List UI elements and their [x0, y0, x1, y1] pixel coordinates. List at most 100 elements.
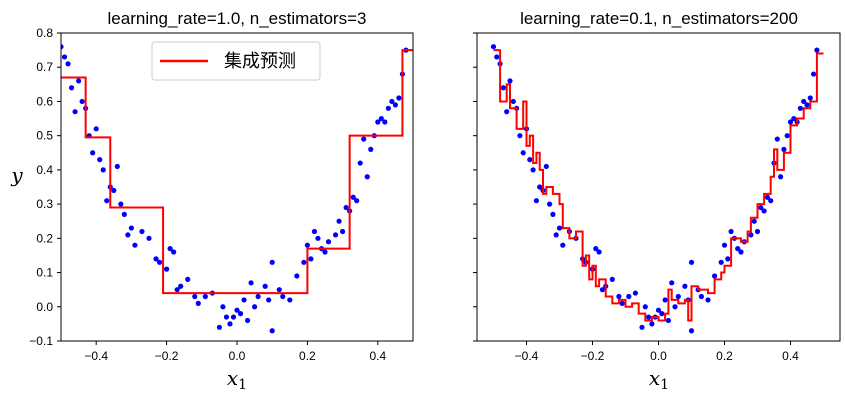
y-tick-label: 0.8 [36, 26, 53, 40]
data-point [619, 300, 625, 306]
data-point [712, 273, 718, 279]
data-point [340, 228, 346, 235]
data-point [669, 280, 675, 286]
data-point [500, 85, 506, 91]
data-point [490, 44, 497, 50]
data-point [93, 126, 99, 132]
left-x-axis-label: x1 [227, 366, 247, 393]
data-point [718, 259, 724, 265]
data-point [164, 266, 170, 272]
data-point [100, 167, 106, 173]
prediction-line [493, 49, 824, 322]
left-scatter-points [61, 44, 409, 334]
data-point [114, 163, 120, 170]
data-point [220, 304, 226, 310]
data-point [728, 228, 734, 235]
left-subplot: learning_rate=1.0, n_estimators=3 −0.4 −0… [10, 9, 414, 393]
data-point [396, 95, 402, 101]
data-point [192, 293, 198, 300]
data-point [626, 293, 632, 300]
legend-label: 集成预测 [224, 51, 296, 72]
data-point [735, 246, 741, 252]
data-point [814, 47, 820, 53]
prediction-line [61, 49, 413, 295]
data-point [153, 256, 159, 262]
data-point [738, 249, 744, 255]
right-x-axis-label: x1 [649, 366, 669, 393]
data-point [556, 225, 563, 231]
data-point [547, 201, 553, 207]
data-point [350, 194, 356, 200]
data-point [632, 290, 639, 296]
data-point [336, 218, 342, 224]
data-point [128, 225, 134, 231]
data-point [68, 85, 75, 91]
right-prediction-lines [493, 49, 824, 322]
data-point [252, 304, 258, 310]
data-point [185, 276, 191, 282]
data-point [79, 98, 85, 105]
y-tick-label: 0.3 [36, 197, 53, 211]
y-tick-label: 0.6 [36, 94, 53, 108]
data-point [593, 246, 599, 252]
data-point [672, 304, 678, 310]
data-point [811, 71, 817, 77]
data-point [639, 324, 645, 330]
data-point [332, 232, 339, 238]
data-point [139, 228, 145, 235]
data-point [659, 311, 665, 317]
data-point [804, 102, 810, 108]
data-point [655, 307, 662, 313]
data-point [171, 249, 177, 255]
y-tick-label: 0.0 [36, 300, 53, 314]
data-point [364, 174, 370, 180]
data-point [202, 293, 208, 300]
y-tick-label: −0.1 [29, 334, 53, 348]
data-point [778, 174, 784, 180]
left-x-axis-label-main: x [227, 366, 238, 390]
data-point [375, 119, 381, 125]
data-point [688, 259, 695, 265]
data-point [294, 273, 300, 279]
right-x-axis-label-main: x [649, 366, 660, 390]
data-point [550, 211, 556, 217]
data-point [665, 317, 672, 324]
data-point [533, 198, 540, 204]
data-point [705, 297, 711, 303]
data-point [269, 259, 275, 265]
data-point [758, 204, 764, 211]
y-tick-label: 0.7 [36, 60, 53, 74]
data-point [269, 328, 275, 334]
x-tick-label: −0.2 [581, 349, 605, 363]
data-point [774, 136, 780, 142]
data-point [357, 160, 363, 166]
x-tick-label: 0.4 [782, 349, 799, 363]
x-tick-label: −0.4 [84, 349, 108, 363]
data-point [304, 242, 310, 248]
data-point [308, 256, 314, 262]
data-point [255, 293, 261, 300]
data-point [609, 276, 615, 282]
x-tick-label: 0.0 [229, 349, 246, 363]
data-point [125, 232, 131, 238]
data-point [146, 235, 152, 241]
x-tick-label: 0.0 [650, 349, 667, 363]
data-point [97, 157, 103, 163]
data-point [178, 283, 184, 289]
data-point [287, 297, 293, 303]
x-tick-label: 0.2 [299, 349, 316, 363]
data-point [675, 293, 681, 300]
data-point [195, 300, 201, 306]
data-point [248, 280, 254, 286]
y-tick-label: 0.1 [36, 266, 53, 280]
left-x-axis-label-sub: 1 [238, 377, 247, 393]
data-point [504, 109, 510, 115]
left-prediction-lines [61, 49, 413, 295]
data-point [662, 297, 668, 303]
data-point [807, 95, 813, 101]
data-point [646, 314, 652, 320]
left-axes-frame [60, 32, 414, 342]
data-point [76, 78, 82, 84]
data-point [230, 314, 237, 320]
data-point [378, 115, 384, 122]
